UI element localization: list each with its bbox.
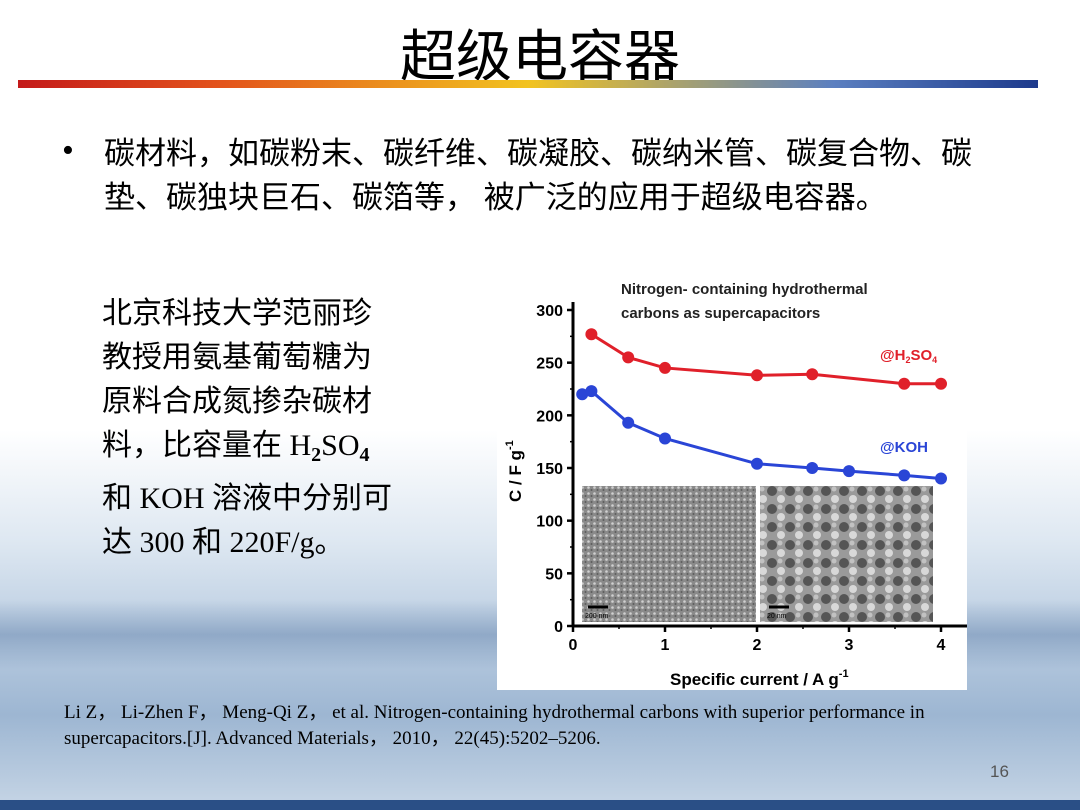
chart-svg: 200 nm 20 nm 0 50 100 150 200 250 300 0 1 2 3 4 Nit… (504, 281, 969, 689)
side-line-4-pre: 料，比容量在 H (102, 429, 312, 462)
series-label-h2so4: @H2SO4 (880, 347, 937, 365)
capacitance-chart: 200 nm 20 nm 0 50 100 150 200 250 300 0 1 2 3 4 Nit… (497, 270, 969, 690)
page-number: 16 (990, 762, 1009, 781)
x-axis-label: Specific current / A g-1 (670, 668, 849, 689)
x-tick-label: 1 (661, 637, 670, 654)
data-point-0 (622, 351, 635, 364)
side-line-4-mid: SO (321, 429, 360, 462)
inset-images: 200 nm 20 nm (582, 486, 933, 622)
title-rule (18, 80, 1038, 88)
x-tick-label: 4 (937, 637, 946, 654)
data-point-1 (935, 472, 947, 485)
data-point-1 (659, 432, 671, 445)
side-line-5: 和 KOH 溶液中分别可 (102, 482, 392, 515)
bullet-marker: • (62, 132, 74, 169)
slide-title: 超级电容器 (400, 27, 680, 89)
y-tick-label: 0 (554, 619, 563, 636)
side-line-3: 原料合成氮掺杂碳材 (102, 385, 372, 418)
data-point-1 (806, 462, 819, 474)
x-tick-label: 0 (569, 637, 578, 654)
y-tick-label: 200 (536, 408, 563, 425)
side-line-4-sub2: 4 (359, 444, 370, 466)
data-point-0 (659, 361, 671, 374)
x-tick-label: 3 (845, 637, 854, 654)
y-axis-label: C / F g-1 (504, 440, 525, 502)
data-point-1 (898, 469, 911, 482)
data-point-1 (576, 388, 589, 401)
data-point-0 (751, 369, 763, 382)
side-line-2: 教授用氨基葡萄糖为 (102, 341, 372, 374)
chart-title-line1: Nitrogen- containing hydrothermal (621, 281, 868, 298)
side-line-4: 料，比容量在 H2SO4 (102, 424, 462, 477)
series-label-koh: @KOH (880, 439, 928, 456)
scale-label-right: 20 nm (767, 613, 787, 620)
data-point-1 (751, 457, 763, 470)
y-tick-label: 100 (536, 514, 563, 531)
data-point-1 (585, 385, 598, 398)
bullet-text: 碳材料，如碳粉末、碳纤维、碳凝胶、碳纳米管、碳复合物、碳垫、碳独块巨石、碳箔等，… (104, 136, 972, 215)
data-point-1 (843, 465, 855, 478)
sem-image-left (582, 486, 756, 622)
data-point-0 (585, 328, 598, 341)
side-line-1: 北京科技大学范丽珍 (102, 297, 372, 330)
side-line-6: 达 300 和 220F/g。 (102, 526, 345, 559)
data-point-0 (806, 368, 819, 381)
footer-bar (0, 800, 1080, 810)
side-description: 北京科技大学范丽珍 教授用氨基葡萄糖为 原料合成氮掺杂碳材 料，比容量在 H2S… (102, 292, 462, 565)
chart-title-line2: carbons as supercapacitors (621, 305, 820, 322)
data-point-0 (935, 377, 947, 390)
scale-label-left: 200 nm (585, 613, 609, 620)
reference-citation: Li Z， Li-Zhen F， Meng-Qi Z， et al. Nitro… (64, 702, 925, 749)
series-layer (576, 328, 947, 485)
y-tick-label: 50 (545, 566, 563, 583)
y-tick-label: 150 (536, 461, 563, 478)
data-point-0 (898, 377, 911, 390)
y-tick-label: 250 (536, 356, 563, 373)
side-line-4-sub1: 2 (311, 444, 322, 466)
y-tick-label: 300 (536, 303, 563, 320)
axes: 0 50 100 150 200 250 300 0 1 2 3 4 (536, 302, 969, 654)
x-tick-label: 2 (753, 637, 762, 654)
sem-image-right (760, 486, 933, 622)
data-point-1 (622, 416, 635, 429)
